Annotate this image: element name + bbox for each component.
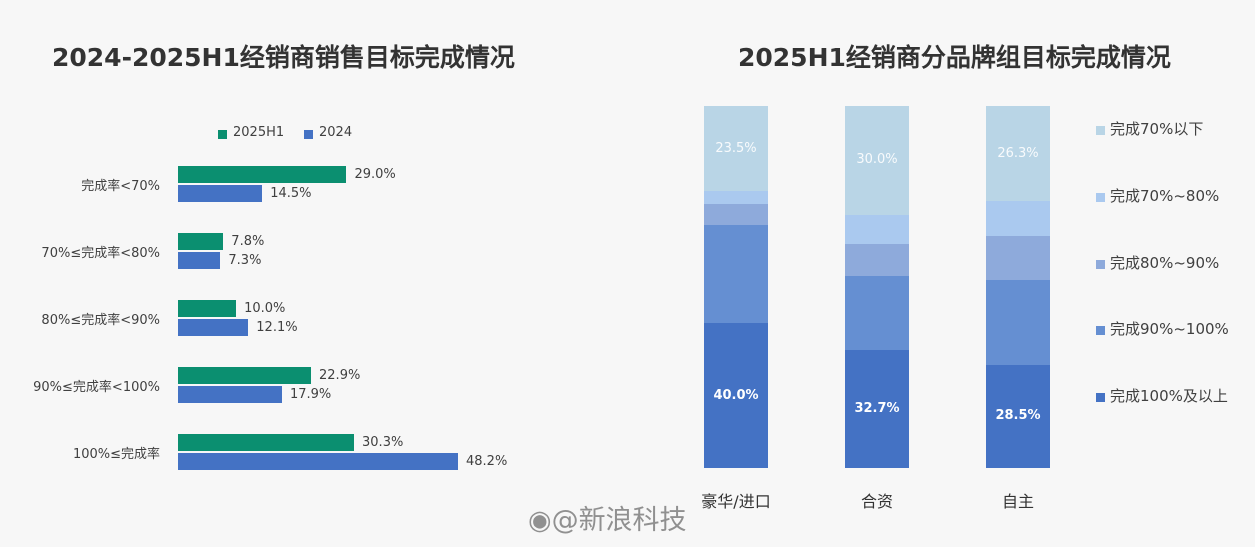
category-label: 100%≤完成率 bbox=[72, 447, 160, 462]
legend-label: 完成90%~100% bbox=[1110, 320, 1229, 338]
category-label: 80%≤完成率<90% bbox=[41, 313, 160, 328]
data-label: 12.1% bbox=[256, 320, 298, 335]
data-label: 48.2% bbox=[466, 454, 508, 469]
legend-swatch bbox=[1096, 326, 1105, 335]
legend-label: 完成70%以下 bbox=[1110, 120, 1204, 138]
segment-完成70%以下: 26.3% bbox=[986, 106, 1050, 202]
bar-2024 bbox=[178, 252, 221, 269]
data-label: 30.3% bbox=[362, 435, 404, 450]
segment-完成100%及以上: 40.0% bbox=[704, 323, 768, 468]
data-label: 29.0% bbox=[354, 167, 396, 182]
legend-label: 完成70%~80% bbox=[1110, 187, 1220, 205]
bar-2024 bbox=[178, 185, 263, 202]
stacked-bar: 32.7% 30.0% bbox=[845, 106, 909, 468]
legend-swatch bbox=[1096, 193, 1105, 202]
segment-label: 32.7% bbox=[854, 400, 900, 416]
bar-2025H1 bbox=[178, 233, 224, 250]
bar-2025H1 bbox=[178, 367, 312, 384]
left-chart-title: 2024-2025H1经销商销售目标完成情况 bbox=[52, 43, 515, 72]
legend-swatch bbox=[1096, 126, 1105, 135]
segment-完成70%以下: 23.5% bbox=[704, 106, 768, 192]
segment-完成90%~100% bbox=[986, 280, 1050, 365]
legend-swatch bbox=[1096, 393, 1105, 402]
legend-label: 2025H1 bbox=[233, 125, 285, 140]
segment-完成70%以下: 30.0% bbox=[845, 106, 909, 215]
x-category-label: 合资 bbox=[860, 492, 893, 511]
category-label: 完成率<70% bbox=[81, 179, 160, 194]
segment-完成70%~80% bbox=[704, 191, 768, 204]
segment-完成80%~90% bbox=[986, 235, 1050, 281]
data-label: 10.0% bbox=[244, 301, 286, 316]
data-label: 7.8% bbox=[231, 234, 265, 249]
segment-完成80%~90% bbox=[704, 203, 768, 226]
data-label: 7.3% bbox=[228, 253, 262, 268]
weibo-logo-icon: ◉ bbox=[528, 505, 552, 536]
stacked-bar: 40.0% 23.5% bbox=[704, 106, 768, 468]
segment-完成70%~80% bbox=[986, 201, 1050, 236]
x-category-label: 自主 bbox=[1001, 492, 1034, 511]
legend-swatch-2024 bbox=[304, 130, 313, 139]
legend-label: 2024 bbox=[319, 125, 353, 140]
bar-2024 bbox=[178, 453, 458, 470]
legend-swatch bbox=[1096, 260, 1105, 269]
segment-完成90%~100% bbox=[704, 225, 768, 324]
watermark: ◉@新浪科技 bbox=[528, 498, 687, 537]
bar-2025H1 bbox=[178, 300, 237, 317]
right-chart-title: 2025H1经销商分品牌组目标完成情况 bbox=[738, 43, 1171, 72]
legend-swatch-2025H1 bbox=[218, 130, 227, 139]
segment-完成100%及以上: 28.5% bbox=[986, 364, 1050, 468]
segment-完成100%及以上: 32.7% bbox=[845, 349, 909, 468]
category-label: 90%≤完成率<100% bbox=[33, 380, 160, 395]
category-label: 70%≤完成率<80% bbox=[41, 246, 160, 261]
bar-2025H1 bbox=[178, 434, 355, 451]
bar-2025H1 bbox=[178, 166, 347, 183]
legend-label: 完成100%及以上 bbox=[1110, 387, 1228, 405]
watermark-text: @新浪科技 bbox=[551, 505, 687, 536]
stacked-bar: 28.5% 26.3% bbox=[986, 106, 1050, 468]
legend-label: 完成80%~90% bbox=[1110, 254, 1220, 272]
x-category-label: 豪华/进口 bbox=[701, 492, 771, 511]
segment-label: 30.0% bbox=[856, 152, 898, 168]
segment-label: 40.0% bbox=[713, 387, 759, 403]
bar-2024 bbox=[178, 319, 249, 336]
segment-label: 23.5% bbox=[715, 140, 757, 156]
data-label: 17.9% bbox=[289, 387, 332, 402]
segment-完成80%~90% bbox=[845, 243, 909, 277]
segment-完成90%~100% bbox=[845, 276, 909, 350]
segment-完成70%~80% bbox=[845, 214, 909, 244]
segment-label: 26.3% bbox=[997, 145, 1039, 161]
bar-2024 bbox=[178, 386, 282, 403]
data-label: 22.9% bbox=[319, 368, 361, 383]
segment-label: 28.5% bbox=[995, 408, 1041, 424]
data-label: 14.5% bbox=[270, 186, 312, 201]
